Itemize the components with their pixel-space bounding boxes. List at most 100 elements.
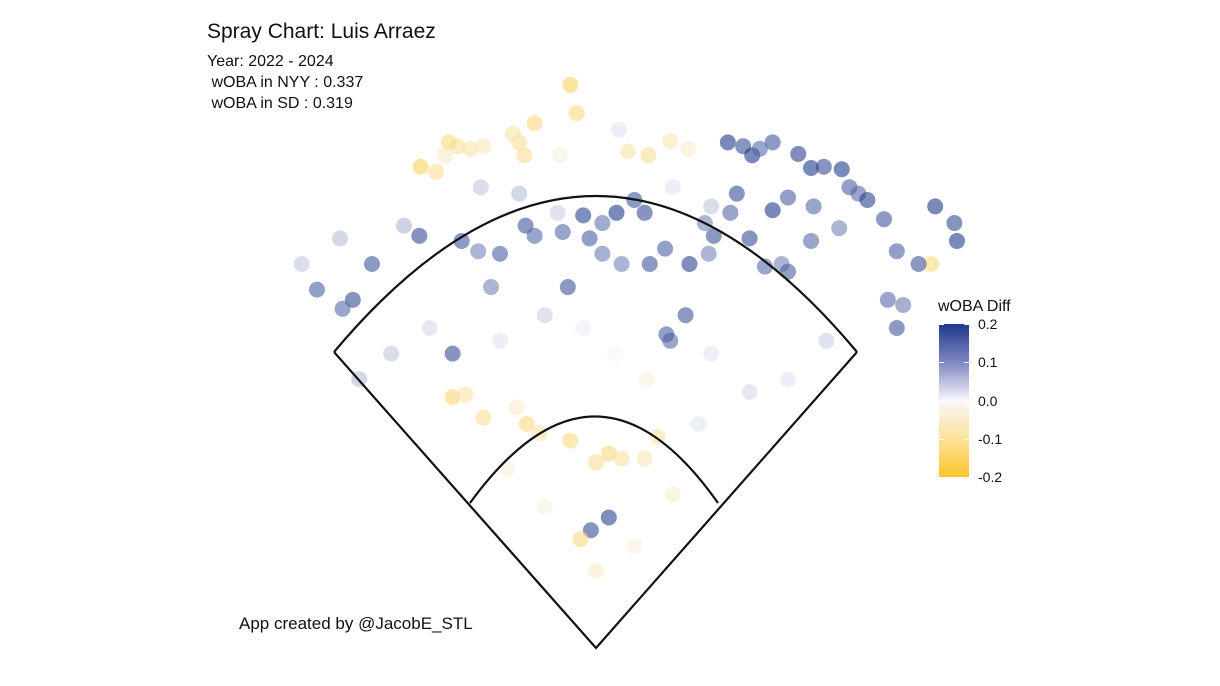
batted-ball-point <box>751 140 768 157</box>
batted-ball-point <box>472 179 489 196</box>
batted-ball-point <box>613 256 630 272</box>
batted-ball-point <box>453 232 470 249</box>
batted-ball-point <box>680 140 697 157</box>
batted-ball-point <box>705 227 722 244</box>
batted-ball-point <box>421 320 438 336</box>
batted-ball-point <box>444 345 461 362</box>
batted-ball-point <box>923 256 940 272</box>
legend-tick-mark <box>964 477 969 478</box>
batted-ball-point <box>536 499 553 516</box>
batted-ball-point <box>664 179 681 196</box>
batted-ball-point <box>764 202 781 219</box>
batted-ball-point <box>449 138 466 155</box>
batted-ball-point <box>428 163 444 180</box>
batted-ball-point <box>658 326 675 343</box>
batted-ball-point <box>549 204 566 221</box>
batted-ball-point <box>895 296 912 313</box>
batted-ball-point <box>641 256 658 272</box>
batted-ball-point <box>475 138 492 155</box>
caption: App created by @JacobE_STL <box>239 614 473 633</box>
legend-tick-mark <box>939 400 944 402</box>
batted-ball-point <box>332 230 348 247</box>
batted-ball-point <box>690 416 707 432</box>
batted-ball-point <box>594 215 611 232</box>
batted-ball-point <box>613 450 630 467</box>
batted-ball-point <box>620 143 636 160</box>
batted-ball-point <box>833 161 850 178</box>
batted-ball-point <box>492 245 508 262</box>
subtitle-nyy-woba: wOBA in NYY : 0.337 <box>207 74 364 91</box>
batted-ball-point <box>948 232 965 249</box>
batted-ball-point <box>722 204 739 221</box>
batted-ball-point <box>383 345 400 362</box>
batted-ball-point <box>764 134 781 151</box>
legend-tick-label: 0.1 <box>978 354 998 371</box>
batted-ball-point <box>588 454 604 471</box>
foul-lines <box>333 351 858 650</box>
batted-ball-point <box>636 450 653 467</box>
subtitle-years: Year: 2022 - 2024 <box>207 53 334 70</box>
batted-ball-point <box>516 147 533 164</box>
batted-ball-point <box>803 160 820 176</box>
chart-title: Spray Chart: Luis Arraez <box>207 20 436 43</box>
legend-tick-label: -0.1 <box>978 430 1003 447</box>
batted-ball-point <box>780 189 796 206</box>
batted-ball-point <box>508 399 525 416</box>
batted-ball-point <box>639 371 656 388</box>
batted-ball-point <box>664 486 681 503</box>
batted-ball-point <box>600 445 617 462</box>
batted-ball-point <box>927 198 944 215</box>
batted-ball-point <box>572 531 589 548</box>
batted-ball-point <box>946 215 963 232</box>
batted-ball-point <box>888 243 905 260</box>
batted-ball-point <box>562 76 579 93</box>
batted-ball-point <box>607 345 624 362</box>
batted-ball-point <box>559 279 576 296</box>
legend-tick-mark <box>939 438 944 440</box>
batted-ball-point <box>554 224 571 240</box>
batted-ball-point <box>741 384 758 400</box>
batted-ball-point <box>581 230 598 247</box>
batted-ball-point <box>780 371 796 388</box>
batted-ball-point <box>457 386 474 403</box>
legend-tick-mark <box>964 362 969 364</box>
batted-ball-point <box>498 460 515 477</box>
batted-ball-point <box>611 121 628 138</box>
batted-ball-point <box>526 115 543 132</box>
batted-ball-point <box>436 147 453 164</box>
legend-tick-label: 0.2 <box>978 316 998 332</box>
batted-ball-point <box>334 300 351 317</box>
subtitle-sd-woba: wOBA in SD : 0.319 <box>207 95 353 112</box>
legend-tick-label: 0.0 <box>978 392 998 409</box>
batted-ball-point <box>552 147 569 164</box>
batted-ball-point <box>293 256 310 272</box>
batted-ball-point <box>411 227 428 244</box>
batted-ball-point <box>308 281 325 298</box>
batted-ball-point <box>662 133 679 150</box>
batted-ball-point <box>588 563 604 580</box>
batted-ball-point <box>888 320 905 336</box>
batted-ball-point <box>910 256 927 272</box>
legend-title: wOBA Diff <box>938 298 1011 315</box>
batted-ball-point <box>600 509 617 526</box>
batted-ball-point <box>719 134 736 151</box>
batted-ball-point <box>396 217 412 234</box>
batted-ball-point <box>412 158 429 175</box>
batted-ball-point <box>518 416 535 432</box>
batted-ball-point <box>815 158 832 175</box>
batted-ball-point <box>831 220 848 237</box>
outfield-wall <box>333 195 858 353</box>
batted-ball-point <box>640 147 657 164</box>
batted-ball-point <box>568 104 585 121</box>
legend-tick-mark <box>964 400 969 402</box>
batted-ball-point <box>594 245 611 262</box>
batted-ball-point <box>703 198 720 215</box>
batted-ball-point <box>636 204 653 221</box>
batted-ball-point <box>803 232 820 249</box>
legend-tick-mark <box>964 324 969 325</box>
batted-ball-point <box>536 307 553 324</box>
field-outline <box>333 195 858 650</box>
batted-ball-point <box>818 332 835 349</box>
batted-ball-point <box>444 389 461 406</box>
batted-ball-point <box>859 192 876 208</box>
